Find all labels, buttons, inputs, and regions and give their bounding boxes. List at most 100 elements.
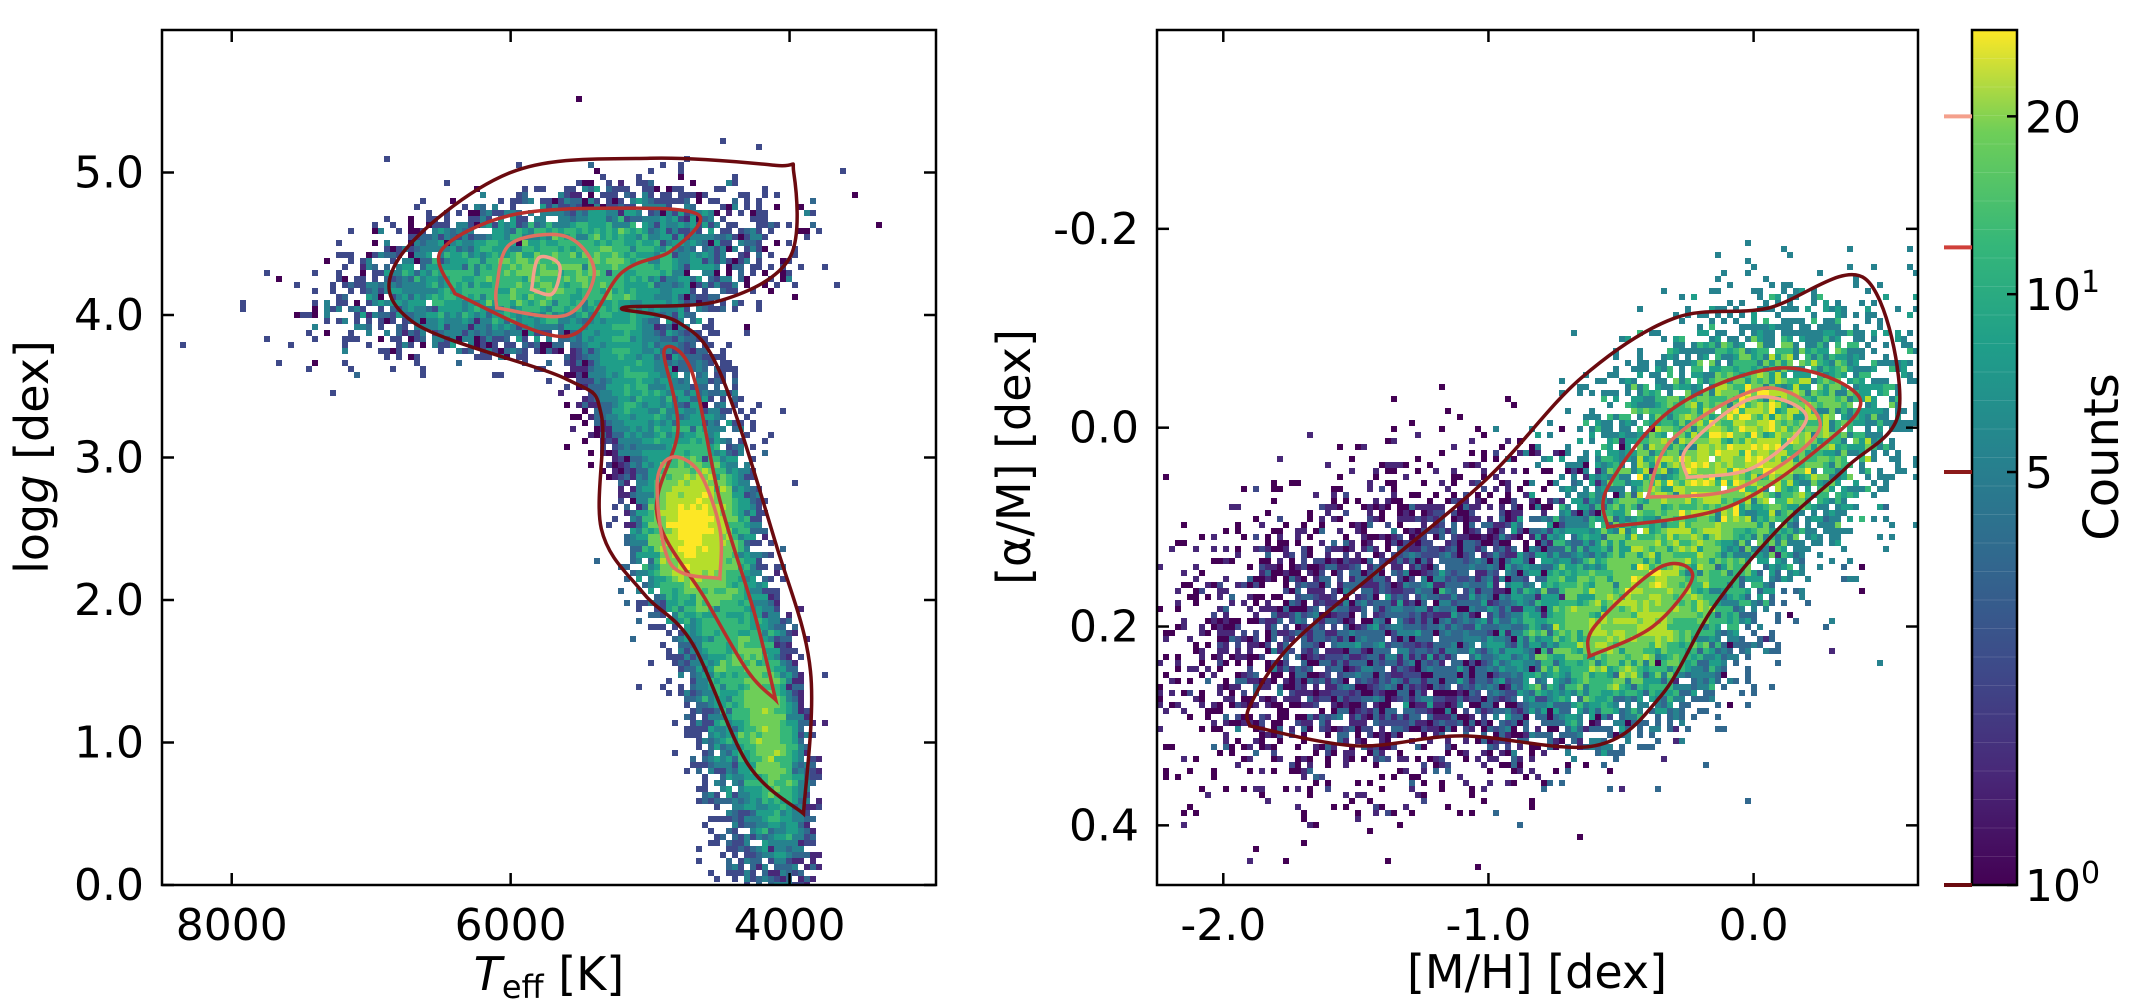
density-cell	[474, 330, 480, 336]
density-cell	[768, 630, 774, 636]
density-cell	[708, 738, 714, 744]
density-cell	[516, 192, 522, 198]
density-cell	[618, 198, 624, 204]
density-cell	[738, 648, 744, 654]
density-cell	[462, 276, 468, 282]
density-cell	[654, 318, 660, 324]
density-cell	[702, 798, 708, 804]
density-cell	[588, 384, 594, 390]
density-cell	[696, 798, 702, 804]
density-cell	[774, 738, 780, 744]
density-cell	[666, 564, 672, 570]
density-cell	[678, 420, 684, 426]
density-cell	[1595, 420, 1601, 426]
density-cell	[1385, 438, 1391, 444]
density-cell	[1763, 462, 1769, 468]
density-cell	[660, 594, 666, 600]
density-cell	[780, 546, 786, 552]
density-cell	[618, 408, 624, 414]
density-cell	[1391, 462, 1397, 468]
density-cell	[798, 882, 804, 885]
density-cell	[474, 264, 480, 270]
density-cell	[366, 300, 372, 306]
density-cell	[510, 228, 516, 234]
density-cell	[702, 588, 708, 594]
density-cell	[516, 282, 522, 288]
density-cell	[630, 498, 636, 504]
density-cell	[534, 186, 540, 192]
density-cell	[684, 660, 690, 666]
density-cell	[1715, 342, 1721, 348]
density-cell	[762, 738, 768, 744]
density-cell	[618, 378, 624, 384]
density-cell	[342, 300, 348, 306]
density-cell	[552, 324, 558, 330]
density-cell	[678, 408, 684, 414]
density-cell	[774, 774, 780, 780]
density-cell	[408, 282, 414, 288]
density-cell	[384, 156, 390, 162]
density-cell	[690, 390, 696, 396]
density-cell	[612, 462, 618, 468]
density-cell	[720, 486, 726, 492]
density-cell	[726, 630, 732, 636]
density-cell	[1721, 462, 1727, 468]
density-cell	[678, 522, 684, 528]
density-cell	[1871, 336, 1877, 342]
density-cell	[594, 222, 600, 228]
density-cell	[1883, 474, 1889, 480]
density-cell	[678, 576, 684, 582]
density-cell	[672, 282, 678, 288]
density-cell	[1715, 480, 1721, 486]
density-cell	[630, 354, 636, 360]
density-cell	[1715, 426, 1721, 432]
density-cell	[756, 810, 762, 816]
density-cell	[684, 468, 690, 474]
density-cell	[1883, 420, 1889, 426]
density-cell	[636, 336, 642, 342]
density-cell	[774, 600, 780, 606]
density-cell	[798, 858, 804, 864]
density-cell	[702, 714, 708, 720]
density-cell	[774, 876, 780, 882]
density-cell	[702, 630, 708, 636]
density-cell	[582, 282, 588, 288]
density-cell	[576, 210, 582, 216]
density-cell	[804, 822, 810, 828]
density-cell	[1379, 486, 1385, 492]
density-cell	[654, 432, 660, 438]
density-cell	[714, 648, 720, 654]
density-cell	[342, 318, 348, 324]
density-cell	[348, 330, 354, 336]
density-cell	[624, 234, 630, 240]
density-cell	[450, 228, 456, 234]
density-cell	[1835, 300, 1841, 306]
density-cell	[408, 252, 414, 258]
density-cell	[750, 210, 756, 216]
density-cell	[744, 468, 750, 474]
density-cell	[576, 306, 582, 312]
density-cell	[648, 246, 654, 252]
density-cell	[726, 270, 732, 276]
density-cell	[738, 300, 744, 306]
density-cell	[708, 198, 714, 204]
density-cell	[600, 258, 606, 264]
density-cell	[696, 444, 702, 450]
density-cell	[354, 300, 360, 306]
density-cell	[1865, 420, 1871, 426]
density-cell	[720, 798, 726, 804]
density-cell	[732, 624, 738, 630]
density-cell	[666, 216, 672, 222]
density-cell	[1871, 450, 1877, 456]
density-cell	[678, 450, 684, 456]
density-cell	[786, 642, 792, 648]
density-cell	[594, 336, 600, 342]
density-cell	[720, 300, 726, 306]
density-cell	[606, 420, 612, 426]
density-cell	[666, 648, 672, 654]
density-cell	[390, 276, 396, 282]
density-cell	[294, 312, 300, 318]
density-cell	[486, 300, 492, 306]
density-cell	[540, 348, 546, 354]
density-cell	[600, 378, 606, 384]
